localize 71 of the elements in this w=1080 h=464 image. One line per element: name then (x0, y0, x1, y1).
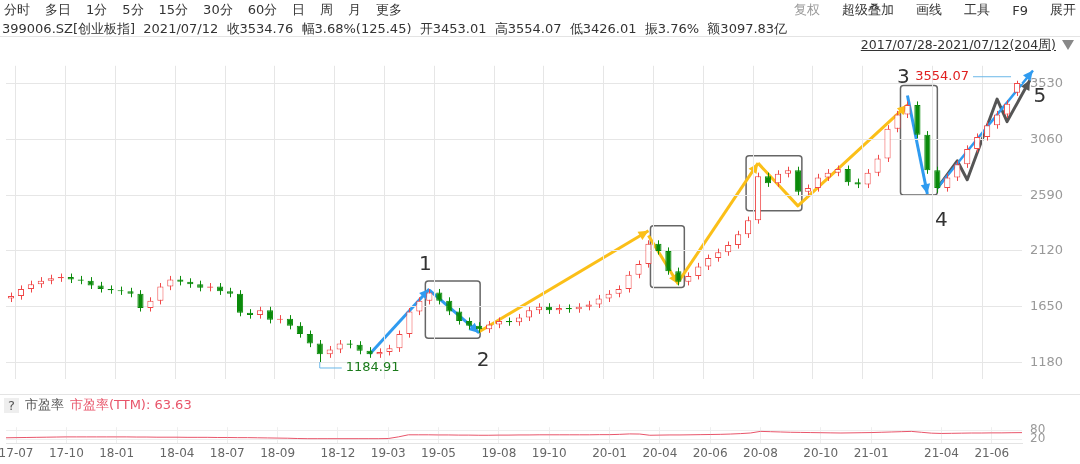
candlestick (625, 270, 632, 294)
y-tick-label: 1180 (1030, 353, 1064, 369)
text: 超级叠加 (842, 1, 895, 19)
text: 30分 (203, 1, 233, 19)
text: 画线 (916, 1, 943, 19)
x-tick-label: 18-01 (99, 445, 135, 460)
x-tick-label: 20-01 (592, 445, 627, 460)
candlestick (236, 289, 244, 317)
annotation: 3554.07 (915, 68, 970, 84)
chart-subtitle: 市盈率(TTM): 63.63 (69, 396, 192, 414)
candlestick (794, 166, 801, 196)
x-tick-label: 19-05 (421, 445, 456, 460)
x-tick-label: 20-06 (692, 445, 728, 460)
candlestick (974, 132, 981, 153)
x-tick-label: 20-10 (803, 445, 839, 460)
candlestick (964, 144, 971, 169)
candlestick (137, 289, 144, 313)
y-tick-label: 2590 (1030, 186, 1064, 202)
text: 15分 (158, 1, 189, 19)
annotation: 1184.91 (345, 359, 400, 375)
text: 1分 (86, 1, 108, 19)
x-tick-label: 20-04 (642, 445, 678, 460)
x-tick-label: 21-04 (924, 445, 959, 460)
annotation: 1 (418, 251, 432, 276)
candlestick (665, 246, 672, 276)
annotation: 2 (476, 347, 490, 372)
candlestick (934, 166, 941, 194)
candlestick (894, 110, 901, 133)
x-tick-label: 19-08 (481, 445, 517, 460)
text: 多日 (45, 1, 71, 19)
text: 2017/07/28-2021/07/12(204周) (860, 37, 1056, 54)
text: 周 (320, 1, 334, 19)
text: ? (4, 397, 19, 413)
text: 分时 (4, 1, 30, 19)
candlestick (645, 239, 652, 269)
x-tick-label: 17-10 (48, 445, 84, 460)
x-tick-label: 20-08 (743, 445, 778, 460)
text: 日 (292, 1, 306, 19)
x-tick-label: 18-07 (209, 445, 245, 460)
candlestick (844, 165, 851, 187)
y-tick-label: 2120 (1030, 242, 1064, 258)
chart-title: 市盈率 (24, 396, 64, 414)
candlestick (954, 160, 961, 182)
x-tick-label: 17-07 (0, 445, 34, 460)
x-tick-label: 19-10 (531, 445, 567, 460)
text: 更多 (376, 1, 403, 19)
text: 展开 (1050, 1, 1076, 19)
x-tick-label: 19-03 (370, 445, 406, 460)
chart-title: 399006.SZ[创业板指] 2021/07/12 收3534.76 幅3.68%(125.45) 开3453.01 高3554.07 低3426.01 振3.76% 额3097.83亿 (2, 20, 788, 38)
y-tick-label: 1650 (1030, 298, 1064, 314)
text: 月 (348, 1, 362, 19)
candlestick (984, 121, 991, 142)
text: 复权 (794, 1, 821, 19)
candlestick (406, 307, 413, 339)
x-tick-label: 21-06 (974, 445, 1010, 460)
x-tick-label: 18-09 (260, 445, 296, 460)
text: 60分 (247, 1, 278, 19)
text: 工具 (964, 1, 991, 19)
text: 5分 (122, 1, 144, 19)
x-tick-label: 21-01 (853, 445, 889, 460)
annotation: 3 (897, 63, 910, 88)
text: F9 (1012, 2, 1028, 18)
candlestick (744, 216, 752, 239)
x-tick-label: 18-04 (159, 445, 195, 460)
y-tick-label: 3060 (1030, 130, 1064, 146)
candlestick (864, 168, 871, 189)
candlestick (874, 154, 881, 177)
candlestick (396, 330, 403, 353)
x-tick-label: 18-12 (320, 445, 356, 460)
candlestick (157, 282, 164, 305)
annotation: 4 (934, 207, 948, 232)
